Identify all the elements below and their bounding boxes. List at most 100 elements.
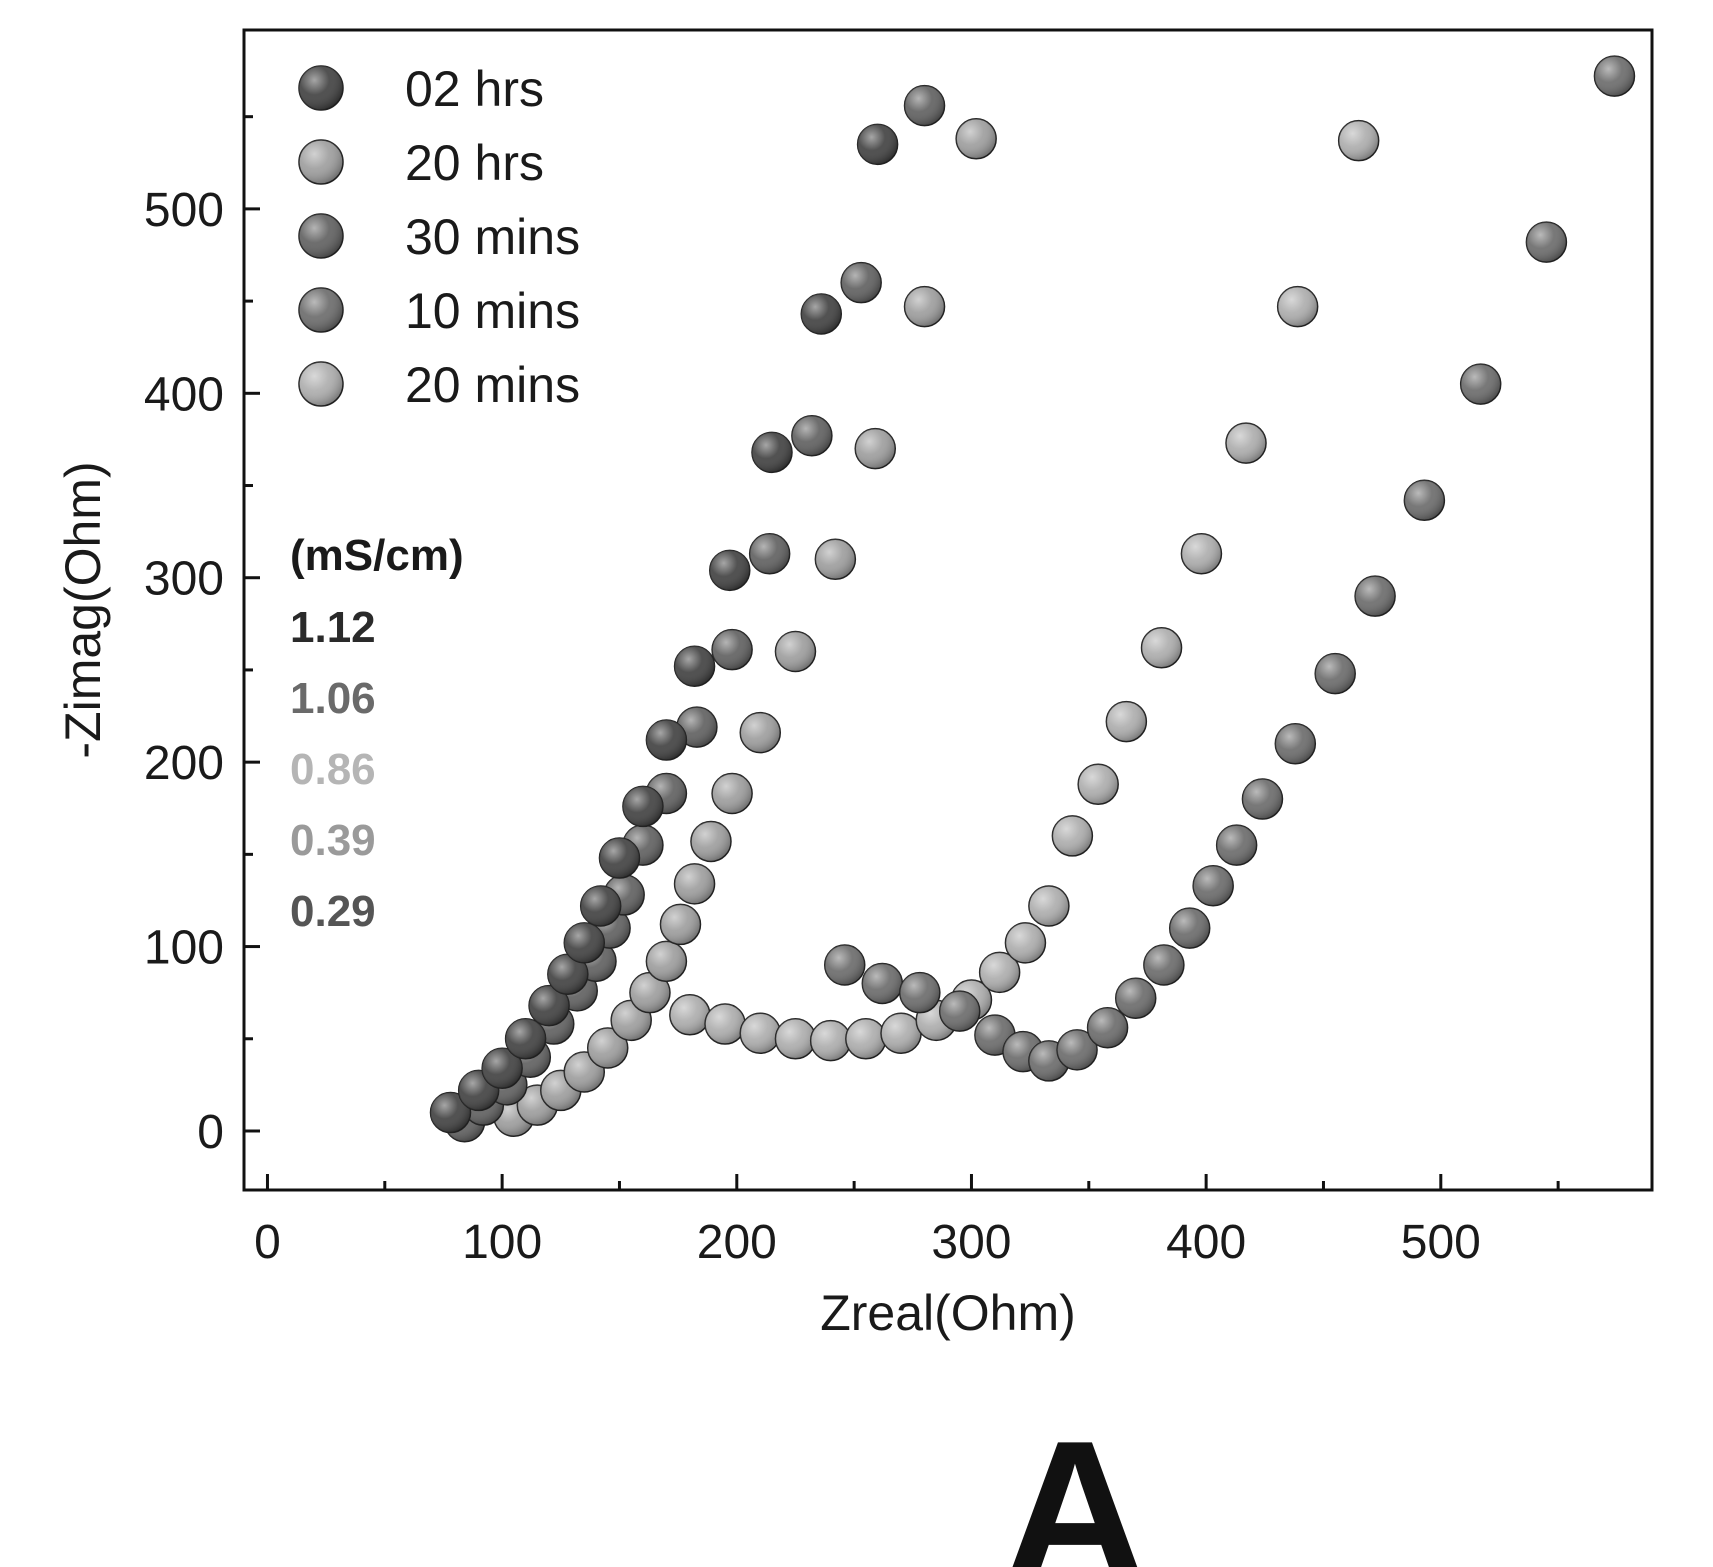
data-point-shade [1526,222,1567,263]
legend-marker-shade [299,362,343,406]
legend-marker-shade [299,288,343,332]
data-point-shade [1275,723,1316,764]
data-point-shade [1355,576,1396,617]
data-point-shade [547,954,588,995]
data-point-shade [939,991,980,1032]
data-point-shade [1216,825,1257,866]
data-point-shade [1005,922,1046,963]
y-tick-label: 200 [144,737,224,790]
x-tick-label: 400 [1166,1216,1246,1269]
legend-label: 20 hrs [405,135,544,191]
data-point-shade [855,428,896,469]
data-point-shade [1460,364,1501,405]
series-20-mins [669,119,1380,1062]
panel-label: A [1003,1400,1147,1567]
y-tick-label: 300 [144,553,224,606]
data-point-shade [775,1018,816,1059]
data-point-shade [841,262,882,303]
data-point-shade [1143,945,1184,986]
conductivity-values: 1.12 1.06 0.86 0.39 0.29 [290,603,376,936]
data-point-shade [1141,627,1182,668]
data-point-shade [881,1013,922,1054]
data-point-shade [1181,533,1222,574]
data-point-shade [801,294,842,335]
data-point-shade [1169,908,1210,949]
legend-label: 10 mins [405,283,580,339]
data-point-shade [599,838,640,879]
data-point-shade [810,1020,851,1061]
data-point-shade [749,533,790,574]
conductivity-value: 0.29 [290,887,376,936]
data-point-shade [646,720,687,761]
data-point-shade [1338,120,1379,161]
data-point-shade [1078,764,1119,805]
series-10-mins [823,55,1636,1082]
series-20-hrs [493,118,997,1137]
series-02-hrs [429,123,899,1134]
y-tick-label: 500 [144,184,224,237]
legend-marker-shade [299,214,343,258]
conductivity-value: 1.06 [290,674,376,723]
y-tick-label: 0 [197,1106,224,1159]
y-axis-title: -Zimag(Ohm) [55,461,111,758]
data-series-layer [429,55,1636,1143]
data-point-shade [904,85,945,126]
data-point-shade [1226,423,1267,464]
data-point-shade [1087,1007,1128,1048]
y-tick-label: 400 [144,368,224,421]
data-point-shade [660,904,701,945]
data-point-shade [904,286,945,327]
data-point-shade [712,629,753,670]
x-tick-label: 100 [462,1216,542,1269]
x-tick-label: 300 [931,1216,1011,1269]
data-point-shade [1052,815,1093,856]
data-point-shade [629,972,670,1013]
data-point-shade [862,963,903,1004]
data-point-shade [899,972,940,1013]
data-point-shade [674,646,715,687]
legend-label: 30 mins [405,209,580,265]
legend-label: 20 mins [405,357,580,413]
data-point-shade [857,124,898,165]
legend-marker-shade [299,140,343,184]
conductivity-unit-label: (mS/cm) [290,531,464,580]
data-point-shade [1594,56,1635,97]
data-point-shade [587,1027,628,1068]
data-point-shade [979,952,1020,993]
data-point-shade [845,1018,886,1059]
data-point-shade [815,539,856,580]
x-tick-label: 200 [697,1216,777,1269]
data-point-shade [752,432,792,473]
data-point-shade [740,712,781,753]
axis-ticks: 0 100 200 300 400 500 0 100 200 300 400 500 [144,115,1560,1269]
legend-marker-shade [299,66,343,110]
data-point-shade [482,1048,523,1089]
x-axis-title: Zreal(Ohm) [820,1285,1076,1341]
data-point-shade [1404,480,1445,521]
data-point-shade [775,631,816,672]
legend-label: 02 hrs [405,61,544,117]
data-point-shade [1242,779,1283,820]
data-point-shade [1115,978,1156,1019]
data-point-shade [1057,1029,1098,1070]
data-point-shade [740,1013,781,1054]
data-point-shade [529,985,570,1026]
data-point-shade [956,118,997,159]
x-tick-label: 500 [1401,1216,1481,1269]
data-point-shade [505,1018,546,1059]
data-point-shade [1028,885,1069,926]
data-point-shade [1315,653,1356,694]
data-point-shade [824,945,865,986]
data-point-shade [430,1092,471,1133]
data-point-shade [622,786,663,827]
data-point-shade [690,821,731,862]
data-point-shade [705,1004,746,1045]
conductivity-value: 1.12 [290,603,376,652]
data-point-shade [646,941,687,982]
data-point-shade [1106,701,1147,742]
data-point-shade [669,994,710,1035]
y-tick-label: 100 [144,922,224,975]
data-point-shade [709,550,750,591]
plot-frame [242,28,1654,1192]
